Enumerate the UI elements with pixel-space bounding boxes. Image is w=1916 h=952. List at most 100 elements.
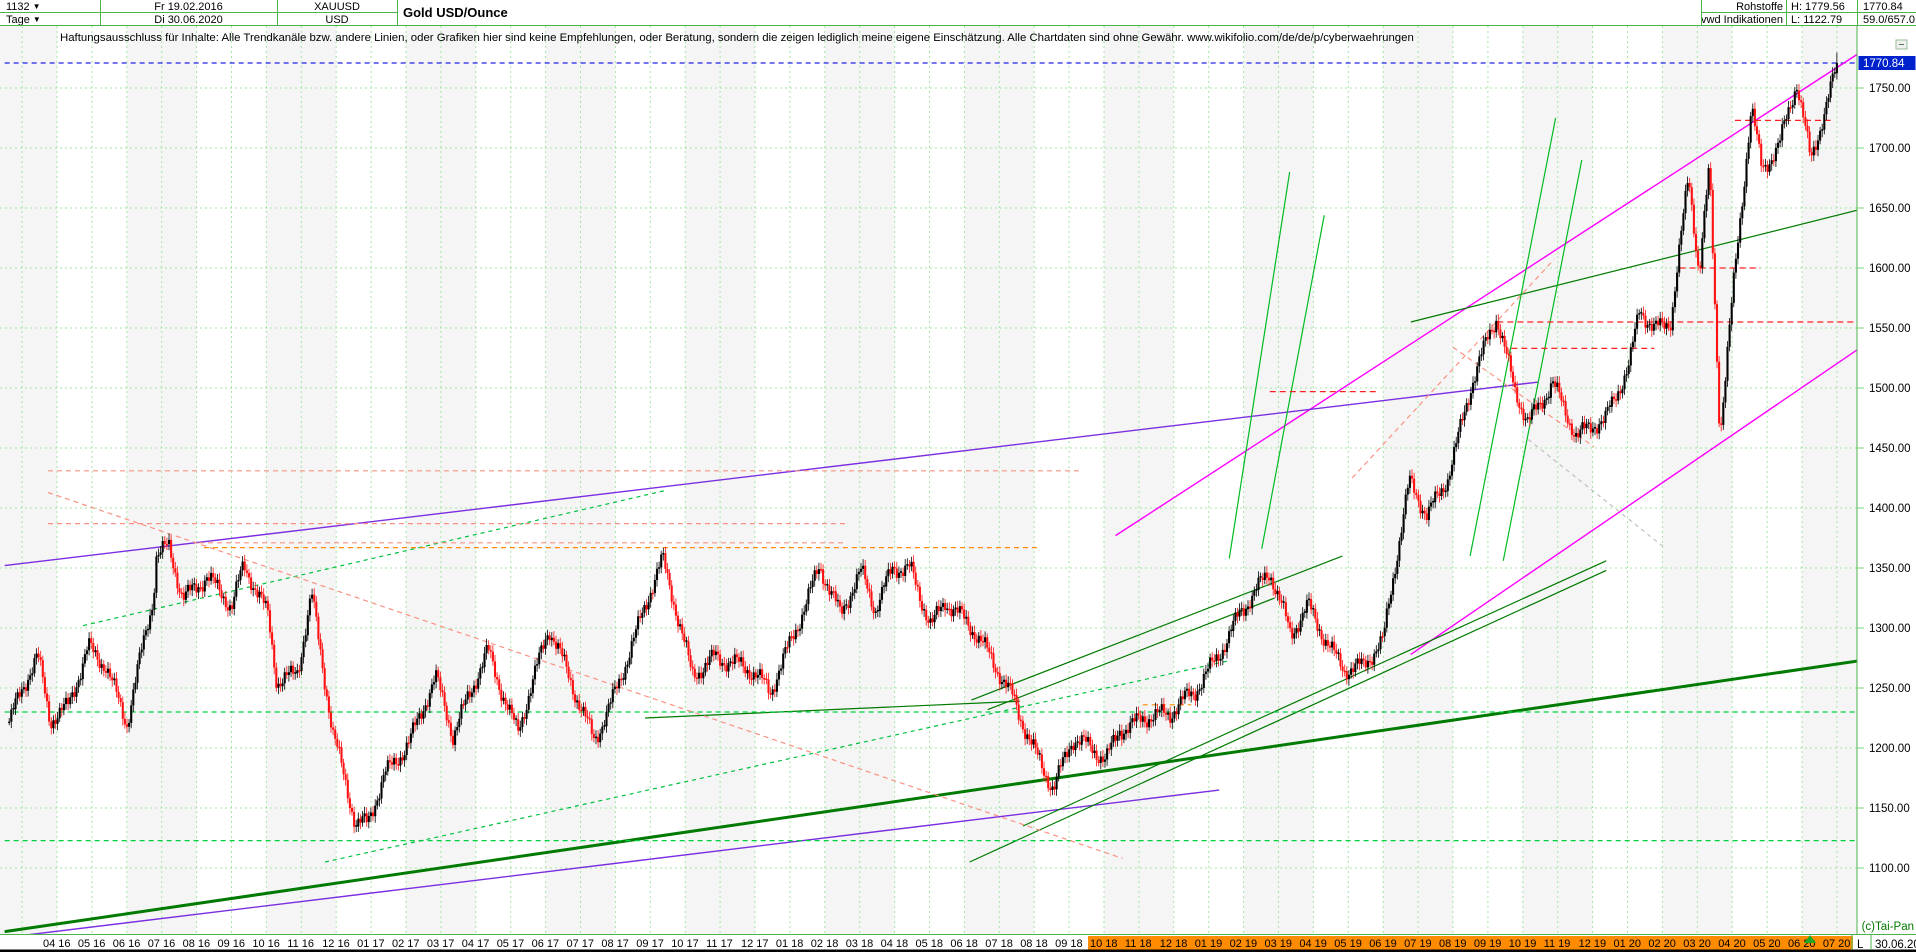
- trendline-salmon-rising-diag: [1351, 259, 1555, 479]
- price-axis-label: 1400.00: [1869, 503, 1911, 515]
- price-axis-label: 1700.00: [1869, 143, 1911, 155]
- trendline-steep-green-2020-a: [1469, 117, 1557, 557]
- date-from: Fr 19.02.2016: [154, 1, 223, 13]
- category-label: Rohstoffe: [1736, 1, 1783, 13]
- time-axis-label: 03 20: [1683, 938, 1711, 950]
- time-axis-label: 01 20: [1614, 938, 1642, 950]
- trendline-green-channel-2018-lower: [969, 569, 1607, 863]
- time-axis-label: 06 17: [532, 938, 560, 950]
- time-axis-label: 04 16: [43, 938, 71, 950]
- time-axis-label: 06 18: [950, 938, 978, 950]
- trendline-green-channel-2018-upper: [1022, 560, 1607, 827]
- price-axis-label: 1650.00: [1869, 203, 1911, 215]
- time-axis-label: 05 16: [78, 938, 106, 950]
- time-axis-label: 09 16: [218, 938, 246, 950]
- trendline-green-dotted-diag-mid: [324, 659, 1231, 863]
- time-axis-label: 02 20: [1648, 938, 1676, 950]
- time-axis-label: 07 18: [985, 938, 1013, 950]
- time-axis-label: 05 20: [1753, 938, 1781, 950]
- last-bar-marker-icon: [1804, 935, 1816, 943]
- trendline-salmon-short-falling: [1452, 346, 1595, 448]
- time-axis-label: 08 18: [1020, 938, 1048, 950]
- footer-last-date: 30.06.20: [1875, 939, 1916, 951]
- time-axis-label: 10 18: [1090, 938, 1118, 950]
- price-axis-label: 1450.00: [1869, 443, 1911, 455]
- time-axis-label: 12 19: [1579, 938, 1607, 950]
- trendline-green-flat-2017: [645, 700, 1020, 719]
- time-axis-label: 03 19: [1265, 938, 1293, 950]
- current-price-badge-value: 1770.84: [1863, 58, 1905, 70]
- price-axis-label: 1600.00: [1869, 263, 1911, 275]
- time-axis-label: 11 16: [287, 938, 314, 950]
- price-axis-label: 1200.00: [1869, 743, 1911, 755]
- period-dropdown[interactable]: Tage ▼: [6, 14, 96, 26]
- time-axis-label: 05 17: [497, 938, 525, 950]
- time-axis-label: 12 18: [1160, 938, 1188, 950]
- indication-value: 59.0/657.0: [1863, 14, 1915, 26]
- candles-layer: [8, 52, 1838, 834]
- time-axis-label: 11 19: [1544, 938, 1571, 950]
- time-axis-label: 08 19: [1439, 938, 1467, 950]
- time-axis-label: 08 16: [183, 938, 211, 950]
- time-axis[interactable]: 04 16 05 16 06 16 07 16 08 16 09 16 10 16 11 16…: [0, 921, 1916, 952]
- trendline-steep-green-sep19-a: [1228, 171, 1291, 559]
- time-axis-label: 08 17: [601, 938, 629, 950]
- price-axis-label: 1250.00: [1869, 683, 1911, 695]
- time-axis-label: 02 17: [392, 938, 420, 950]
- source-label: vwd Indikationen: [1701, 14, 1783, 26]
- trendline-steep-green-sep19-b: [1261, 215, 1325, 549]
- highlighted-months-band: [1088, 936, 1853, 950]
- time-axis-label: 07 20: [1823, 938, 1851, 950]
- time-axis-label: 04 17: [462, 938, 490, 950]
- time-axis-label: 12 17: [741, 938, 769, 950]
- time-axis-label: 01 17: [357, 938, 385, 950]
- trendlines-layer[interactable]: [4, 30, 1916, 937]
- dropdown-arrow-icon: ▼: [32, 2, 41, 11]
- copyright-label: (c)Tai-Pan: [1862, 921, 1914, 933]
- trendline-magenta-channel-lower: [1410, 349, 1857, 655]
- trendline-violet-longterm-lower: [28, 789, 1220, 934]
- time-axis-label: 12 16: [322, 938, 350, 950]
- grid-lines: [0, 26, 1857, 934]
- symbol-code: XAUUSD: [314, 1, 360, 13]
- time-axis-label: 10 17: [671, 938, 699, 950]
- trendline-green-upper-right: [1410, 209, 1857, 323]
- time-axis-label: 06 19: [1369, 938, 1397, 950]
- time-axis-label: 11 17: [706, 938, 733, 950]
- low-value: L: 1122.79: [1791, 14, 1843, 26]
- bars-count-dropdown[interactable]: 1132 ▼: [6, 1, 96, 13]
- price-axis-label: 1550.00: [1869, 323, 1911, 335]
- time-axis-label: 09 18: [1055, 938, 1083, 950]
- trendline-green-dotted-diag-left: [83, 489, 668, 627]
- trendline-green-channel-mid-lower: [987, 597, 1275, 711]
- time-axis-label: 07 17: [567, 938, 595, 950]
- time-axis-label: 04 20: [1718, 938, 1746, 950]
- trendline-steep-green-2020-b: [1502, 159, 1583, 561]
- time-axis-label: 11 18: [1125, 938, 1152, 950]
- price-axis-label: 1150.00: [1869, 803, 1910, 815]
- trendline-magenta-channel-upper: [1115, 53, 1857, 537]
- disclaimer-text: Haftungsausschluss für Inhalte: Alle Tre…: [60, 32, 1414, 44]
- time-axis-label: 10 19: [1509, 938, 1537, 950]
- time-axis-label: 03 18: [846, 938, 874, 950]
- time-axis-label: 07 19: [1404, 938, 1432, 950]
- time-axis-label: 09 17: [636, 938, 664, 950]
- period-value: Tage: [6, 14, 30, 26]
- bars-count-value: 1132: [6, 1, 30, 13]
- footer-last-label: L: [1857, 939, 1864, 951]
- chart-title: Gold USD/Ounce: [403, 5, 508, 20]
- time-axis-label: 05 18: [916, 938, 944, 950]
- price-axis-label: 1350.00: [1869, 563, 1911, 575]
- price-axis[interactable]: 1750.00 1700.00 1650.00 1600.00 1550.00 1500.…: [1856, 0, 1916, 952]
- time-axis-label: 02 19: [1230, 938, 1258, 950]
- date-to: Di 30.06.2020: [154, 14, 223, 26]
- trendline-violet-longterm-upper: [4, 381, 1539, 567]
- currency-code: USD: [325, 14, 349, 26]
- trendline-gray-dashed-diag: [1528, 439, 1665, 549]
- trendline-salmon-falling-diag: [47, 491, 1123, 859]
- time-axis-label: 06 16: [113, 938, 141, 950]
- price-axis-label: 1100.00: [1869, 863, 1910, 875]
- time-axis-label: 05 19: [1334, 938, 1362, 950]
